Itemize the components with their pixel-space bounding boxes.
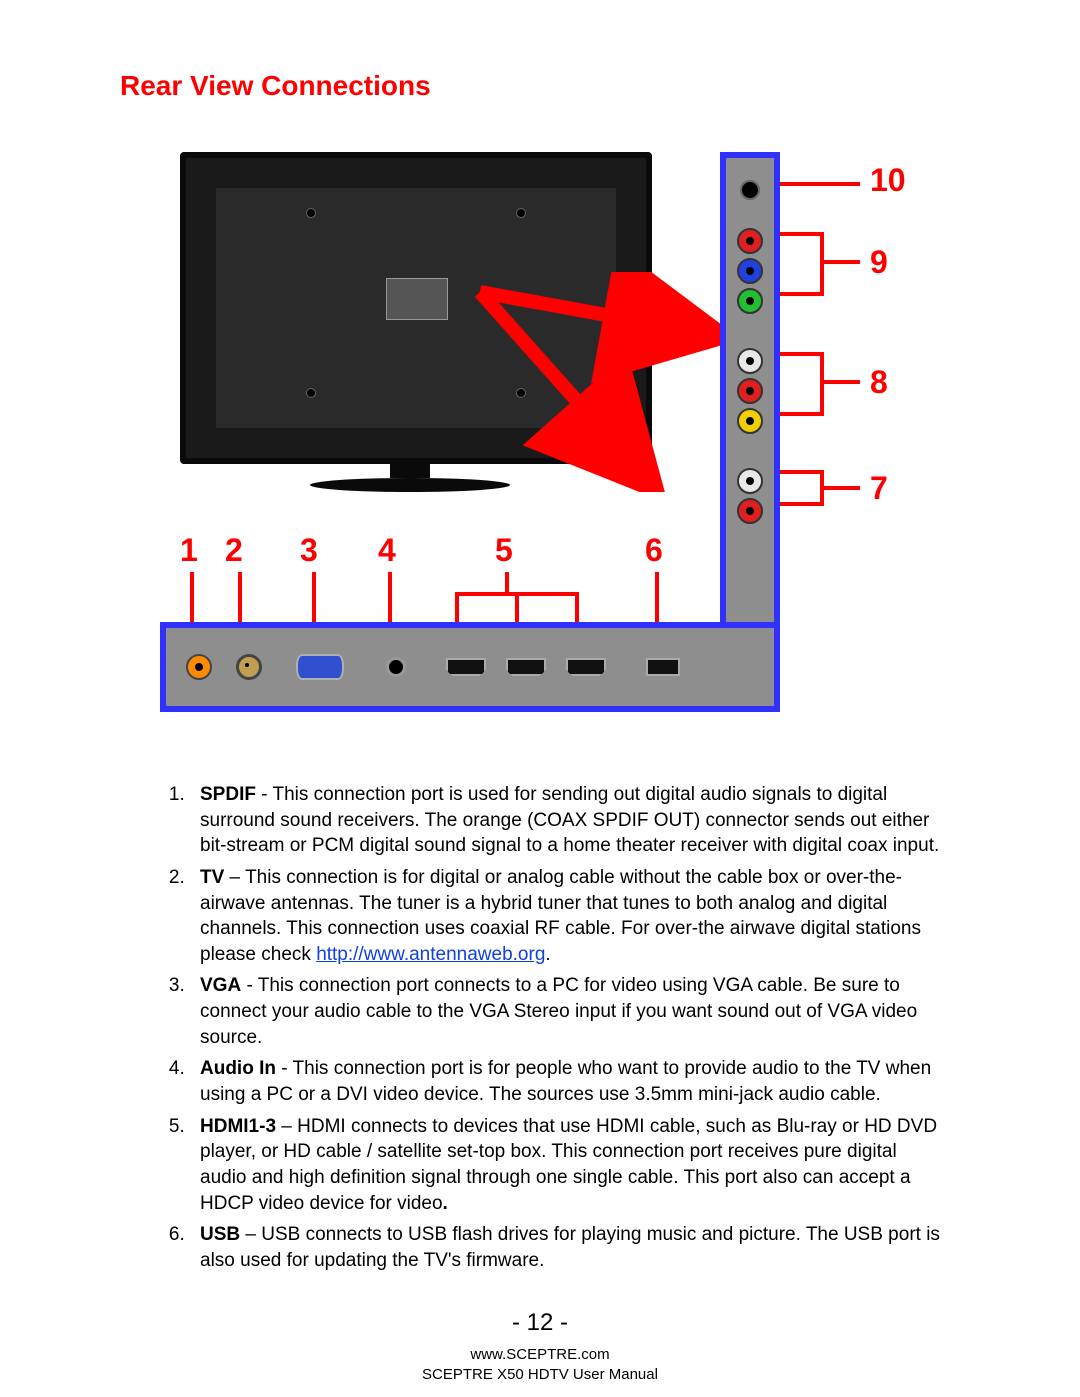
port-component-red-icon xyxy=(737,228,763,254)
pointer-10 xyxy=(780,182,860,186)
label-4: 4 xyxy=(378,532,396,569)
term: Audio In xyxy=(200,1058,276,1079)
term: SPDIF xyxy=(200,784,256,805)
pointer-7-top xyxy=(780,470,820,474)
desc: This connection is for digital or analog… xyxy=(200,867,921,965)
pointer-3 xyxy=(312,572,316,622)
pointer-5-mid xyxy=(515,592,519,622)
pointer-8-top xyxy=(780,352,820,356)
label-7: 7 xyxy=(870,470,888,507)
port-component-blue-icon xyxy=(737,258,763,284)
label-1: 1 xyxy=(180,532,198,569)
desc: This connection port connects to a PC fo… xyxy=(200,975,917,1047)
bottom-port-panel xyxy=(160,622,780,712)
desc: This connection port is for people who w… xyxy=(200,1058,931,1105)
port-av-white-icon xyxy=(737,348,763,374)
pointer-4 xyxy=(388,572,392,622)
connections-list: SPDIF - This connection port is used for… xyxy=(160,782,940,1274)
port-hdmi1-icon xyxy=(446,658,486,676)
list-item: HDMI1-3 – HDMI connects to devices that … xyxy=(190,1114,940,1217)
pointer-9-top xyxy=(780,232,820,236)
port-hdmi2-icon xyxy=(506,658,546,676)
footer-site: www.SCEPTRE.com xyxy=(0,1346,1080,1363)
pointer-9-stem xyxy=(820,260,860,264)
desc: USB connects to USB flash drives for pla… xyxy=(200,1224,940,1271)
pointer-9-bot xyxy=(780,292,820,296)
arrow-to-side-panel xyxy=(460,272,740,492)
tv-stand xyxy=(390,458,430,478)
port-hdmi3-icon xyxy=(566,658,606,676)
port-audio-in-icon xyxy=(386,657,406,677)
list-item: USB – USB connects to USB flash drives f… xyxy=(190,1222,940,1273)
port-av-yellow-icon xyxy=(737,408,763,434)
desc: This connection port is used for sending… xyxy=(200,784,939,856)
pointer-8-bar xyxy=(820,352,824,416)
pointer-8-bot xyxy=(780,412,820,416)
list-item: TV – This connection is for digital or a… xyxy=(190,865,940,968)
pointer-5-stem xyxy=(505,572,509,592)
rear-view-diagram: 1 2 3 4 5 6 10 9 8 xyxy=(160,152,920,732)
pointer-5-left xyxy=(455,592,459,622)
footer-manual: SCEPTRE X50 HDTV User Manual xyxy=(0,1366,1080,1383)
label-5: 5 xyxy=(495,532,513,569)
port-usb-icon xyxy=(646,658,680,676)
port-audio-white-icon xyxy=(737,468,763,494)
pointer-7-stem xyxy=(820,486,860,490)
term: TV xyxy=(200,867,224,888)
list-item: VGA - This connection port connects to a… xyxy=(190,973,940,1050)
pointer-8-stem xyxy=(820,380,860,384)
pointer-7-bot xyxy=(780,502,820,506)
port-component-green-icon xyxy=(737,288,763,314)
desc: HDMI connects to devices that use HDMI c… xyxy=(200,1116,937,1214)
pointer-9-bar xyxy=(820,232,824,296)
list-item: SPDIF - This connection port is used for… xyxy=(190,782,940,859)
term: VGA xyxy=(200,975,241,996)
label-10: 10 xyxy=(870,162,906,199)
pointer-2 xyxy=(238,572,242,622)
port-vga-icon xyxy=(296,654,344,680)
pointer-1 xyxy=(190,572,194,622)
label-8: 8 xyxy=(870,364,888,401)
port-spdif-icon xyxy=(186,654,212,680)
antennaweb-link[interactable]: http://www.antennaweb.org xyxy=(316,944,545,965)
pointer-6 xyxy=(655,572,659,622)
manual-page: Rear View Connections xyxy=(0,0,1080,1397)
term: HDMI1-3 xyxy=(200,1116,276,1137)
label-6: 6 xyxy=(645,532,663,569)
label-2: 2 xyxy=(225,532,243,569)
port-headphone-icon xyxy=(740,180,760,200)
label-9: 9 xyxy=(870,244,888,281)
label-3: 3 xyxy=(300,532,318,569)
pointer-5-right xyxy=(575,592,579,622)
page-number: - 12 - xyxy=(0,1309,1080,1337)
port-audio-red-icon xyxy=(737,498,763,524)
term: USB xyxy=(200,1224,240,1245)
list-item: Audio In - This connection port is for p… xyxy=(190,1056,940,1107)
section-title: Rear View Connections xyxy=(120,70,960,102)
port-coax-icon xyxy=(236,654,262,680)
port-av-red-icon xyxy=(737,378,763,404)
